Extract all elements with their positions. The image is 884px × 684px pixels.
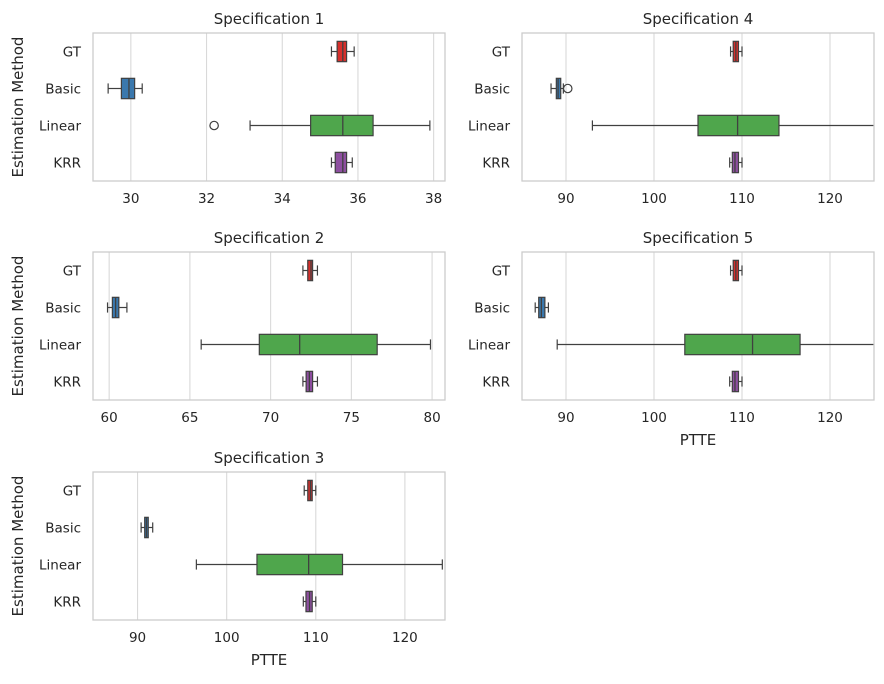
box-linear [684,333,801,356]
x-axis-label: PTTE [680,431,717,449]
y-tick-label: KRR [53,375,81,391]
axes-frame [92,32,446,182]
x-tick-label: 70 [262,410,279,426]
x-tick-label: 100 [641,410,667,426]
x-tick-label: 120 [817,410,843,426]
subplot-1: Specification 1 30 32 34 36 38 GT Basic Linear KR… [9,10,446,207]
y-tick-label: Basic [45,521,81,537]
y-tick-label: Linear [39,119,81,135]
box-gt [307,259,314,282]
y-tick-label: KRR [53,156,81,172]
y-tick-label: Basic [45,301,81,317]
x-tick-label: 80 [423,410,440,426]
subplot-title: Specification 3 [214,449,325,467]
y-tick-label: Basic [474,82,510,98]
x-tick-label: 90 [129,630,146,646]
x-tick-label: 120 [392,630,418,646]
x-tick-label: 65 [181,410,198,426]
box-linear [697,114,780,137]
x-tick-label: 30 [122,191,139,207]
box-linear [256,553,344,576]
y-tick-label: GT [63,484,82,500]
box-krr [334,151,348,174]
x-tick-label: 38 [425,191,442,207]
y-tick-label: Linear [468,338,510,354]
subplot-title: Specification 4 [643,10,754,28]
y-tick-label: Basic [474,301,510,317]
y-tick-label: GT [63,45,82,61]
x-tick-label: 32 [198,191,215,207]
x-tick-label: 110 [303,630,329,646]
y-axis-label: Estimation Method [9,37,27,178]
y-tick-label: Linear [39,338,81,354]
x-tick-label: 90 [557,191,574,207]
subplot-title: Specification 5 [643,229,754,247]
subplot-title: Specification 1 [214,10,325,28]
x-tick-label: 100 [214,630,240,646]
x-tick-label: 60 [101,410,118,426]
x-tick-label: 110 [729,410,755,426]
x-tick-label: 100 [641,191,667,207]
box-basic [120,77,136,100]
subplot-title: Specification 2 [214,229,325,247]
x-tick-label: 110 [729,191,755,207]
axes-frame [92,471,446,621]
y-tick-label: GT [492,264,511,280]
axes-frame [521,251,875,401]
y-tick-label: Linear [468,119,510,135]
y-tick-label: KRR [482,156,510,172]
box-linear [258,333,378,356]
x-tick-label: 34 [274,191,291,207]
subplot-5: Specification 3 90 100 110 120 GT Basic Linear K… [9,449,446,669]
x-tick-label: 90 [557,410,574,426]
y-tick-label: GT [492,45,511,61]
x-tick-label: 36 [349,191,366,207]
subplot-2: Specification 4 90 100 110 120 GT Basic Linear K… [468,10,875,207]
y-tick-label: KRR [482,375,510,391]
axes-frame [92,251,446,401]
x-tick-label: 75 [343,410,360,426]
subplot-3: Specification 2 60 65 70 75 80 GT Basic Linear KR… [9,229,446,426]
outlier-point [209,120,219,131]
y-tick-label: Basic [45,82,81,98]
axes-frame [521,32,875,182]
y-axis-label: Estimation Method [9,256,27,397]
x-axis-label: PTTE [251,651,288,669]
y-tick-label: GT [63,264,82,280]
outlier-point [562,83,573,94]
y-tick-label: KRR [53,595,81,611]
x-tick-label: 120 [817,191,843,207]
box-linear [310,114,374,137]
subplot-4: Specification 5 90 100 110 120 GT Basic Linear K… [468,229,875,449]
y-axis-label: Estimation Method [9,476,27,617]
box-gt [336,40,348,63]
y-tick-label: Linear [39,558,81,574]
